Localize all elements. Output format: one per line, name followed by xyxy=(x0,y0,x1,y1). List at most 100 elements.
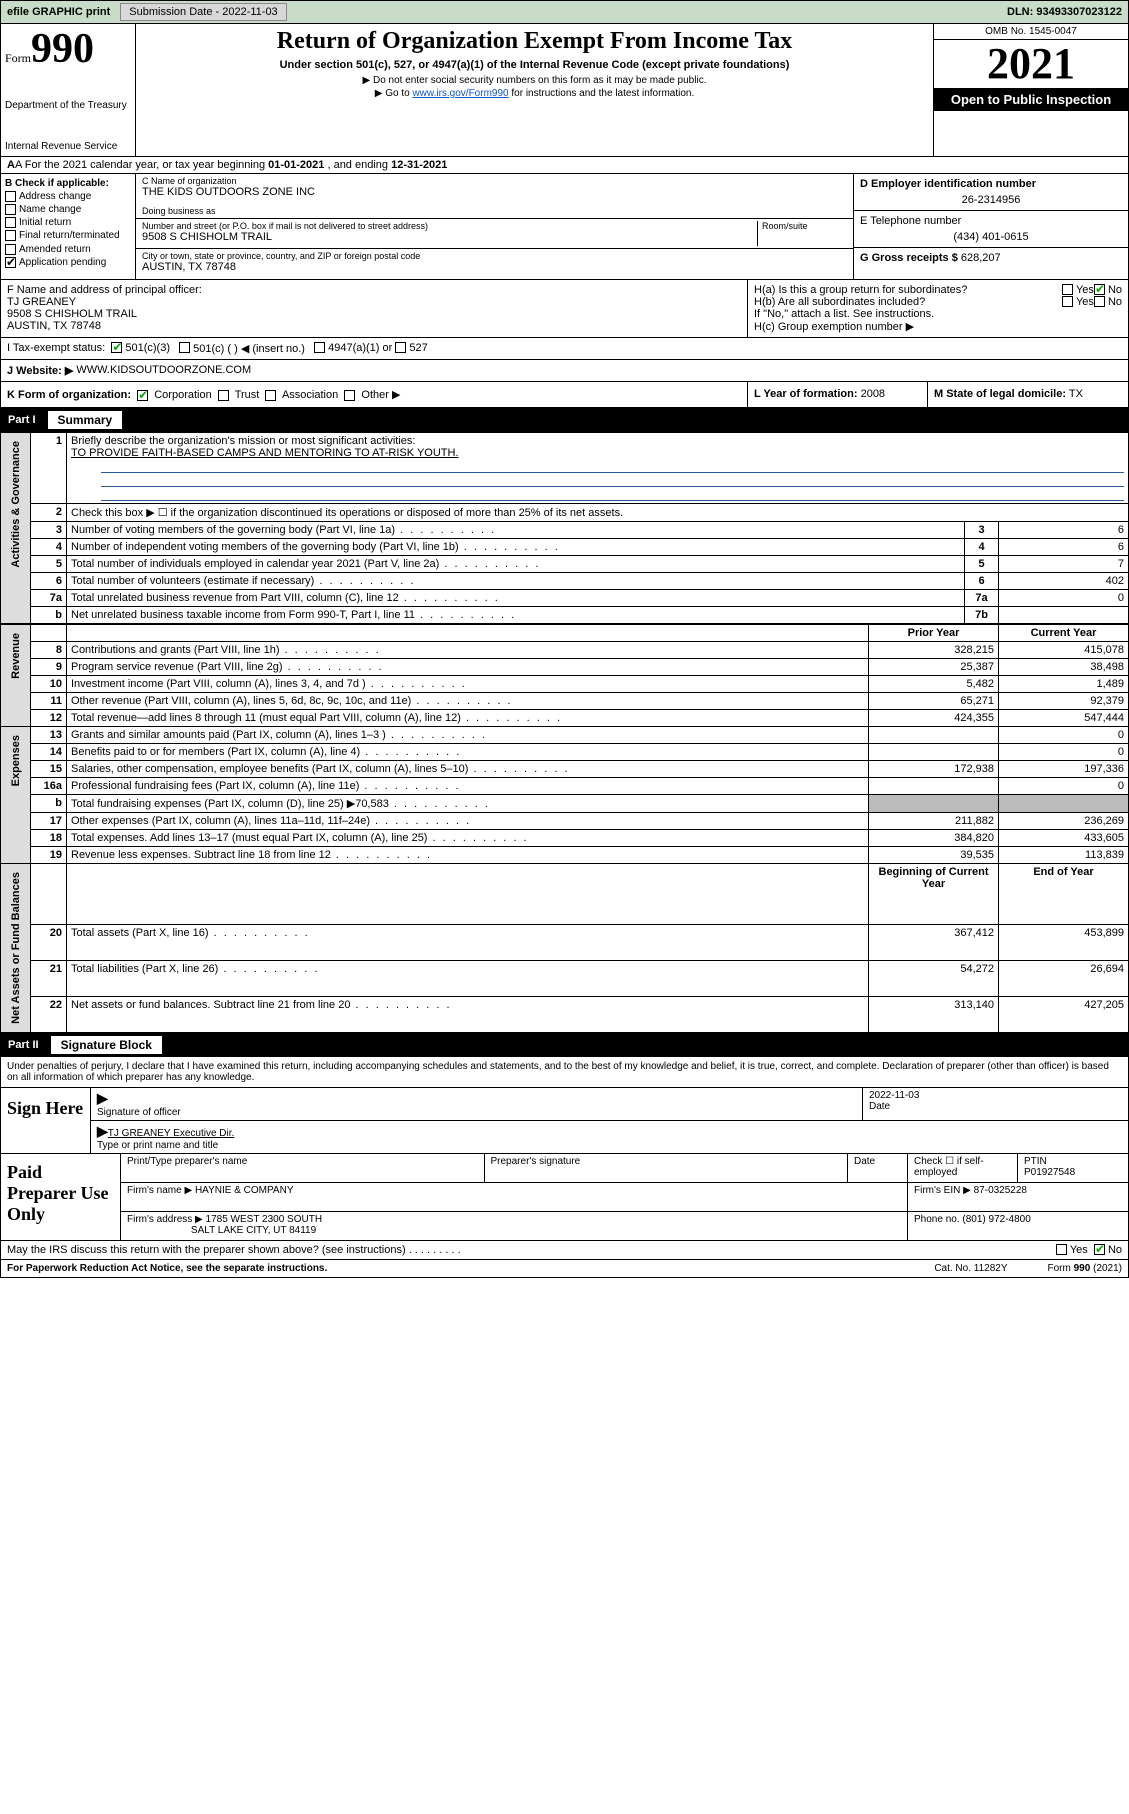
hc-lbl: H(c) Group exemption number ▶ xyxy=(754,320,1122,333)
chk-other[interactable] xyxy=(344,390,355,401)
chk-corp[interactable] xyxy=(137,390,148,401)
omb-number: OMB No. 1545-0047 xyxy=(934,24,1128,40)
ha-lbl: H(a) Is this a group return for subordin… xyxy=(754,284,1062,296)
title-box: Return of Organization Exempt From Incom… xyxy=(136,24,933,156)
row-a: AA For the 2021 calendar year, or tax ye… xyxy=(0,157,1129,174)
irs-link[interactable]: www.irs.gov/Form990 xyxy=(412,88,508,99)
hb-lbl: H(b) Are all subordinates included? xyxy=(754,296,1062,308)
row-i: I Tax-exempt status: 501(c)(3) 501(c) ( … xyxy=(0,338,1129,360)
vtab-exp: Expenses xyxy=(1,727,31,864)
website: WWW.KIDSOUTDOORZONE.COM xyxy=(76,364,251,377)
room-lbl: Room/suite xyxy=(762,221,847,231)
gross-val: 628,207 xyxy=(961,252,1001,264)
chk-527[interactable] xyxy=(395,342,406,353)
name-title-cell: ▶TJ GREANEY Executive Dir.Type or print … xyxy=(91,1121,1128,1153)
firm-ein-cell: Firm's EIN ▶ 87-0325228 xyxy=(908,1183,1128,1211)
q2: Check this box ▶ ☐ if the organization d… xyxy=(67,504,1129,522)
vtab-rev: Revenue xyxy=(1,625,31,727)
box-h: H(a) Is this a group return for subordin… xyxy=(748,280,1128,337)
irs-yes[interactable] xyxy=(1056,1244,1067,1255)
vtab-gov: Activities & Governance xyxy=(1,433,31,624)
prep-name-lbl: Print/Type preparer's name xyxy=(121,1154,485,1182)
submission-date-btn[interactable]: Submission Date - 2022-11-03 xyxy=(120,3,286,21)
signature-block: Under penalties of perjury, I declare th… xyxy=(0,1057,1129,1260)
chk-assoc[interactable] xyxy=(265,390,276,401)
firm-addr-cell: Firm's address ▶ 1785 WEST 2300 SOUTH SA… xyxy=(121,1212,908,1240)
irs-label: Internal Revenue Service xyxy=(5,141,131,152)
part2-header: Part II Signature Block xyxy=(0,1033,1129,1057)
return-subtitle: Under section 501(c), 527, or 4947(a)(1)… xyxy=(140,59,929,71)
box-c: C Name of organization THE KIDS OUTDOORS… xyxy=(136,174,853,279)
entity-grid: B Check if applicable: Address change Na… xyxy=(0,174,1129,280)
form-header-block: Form990 Department of the Treasury Inter… xyxy=(0,24,1129,157)
city-state-zip: AUSTIN, TX 78748 xyxy=(142,261,847,273)
street-addr: 9508 S CHISHOLM TRAIL xyxy=(142,231,757,243)
chk-trust[interactable] xyxy=(218,390,229,401)
ein-lbl: D Employer identification number xyxy=(860,178,1122,190)
chk-initial[interactable] xyxy=(5,217,16,228)
sig-intro: Under penalties of perjury, I declare th… xyxy=(1,1057,1128,1087)
year-box: OMB No. 1545-0047 2021 Open to Public In… xyxy=(933,24,1128,156)
part1-header: Part I Summary xyxy=(0,408,1129,432)
form-word: Form xyxy=(5,51,31,65)
chk-501c3[interactable] xyxy=(111,342,122,353)
prep-sig-lbl: Preparer's signature xyxy=(485,1154,849,1182)
mission: TO PROVIDE FAITH-BASED CAMPS AND MENTORI… xyxy=(71,447,459,459)
chk-pending[interactable] xyxy=(5,257,16,268)
org-name: THE KIDS OUTDOORS ZONE INC xyxy=(142,186,847,198)
phone-lbl: E Telephone number xyxy=(860,215,1122,227)
row-klm: K Form of organization: Corporation Trus… xyxy=(0,382,1129,408)
tax-year: 2021 xyxy=(934,40,1128,88)
sig-date-cell: 2022-11-03Date xyxy=(863,1088,1128,1120)
summary-table: Activities & Governance 1 Briefly descri… xyxy=(0,432,1129,624)
officer-city: AUSTIN, TX 78748 xyxy=(7,320,741,332)
chk-address[interactable] xyxy=(5,191,16,202)
fgh-row: F Name and address of principal officer:… xyxy=(0,280,1129,338)
hb-no[interactable] xyxy=(1094,296,1105,307)
dln-label: DLN: 93493307023122 xyxy=(1007,6,1128,18)
firm-phone-cell: Phone no. (801) 972-4800 xyxy=(908,1212,1128,1240)
box-f: F Name and address of principal officer:… xyxy=(1,280,748,337)
part1-num: Part I xyxy=(8,414,36,426)
ha-no[interactable] xyxy=(1094,284,1105,295)
box-l: L Year of formation: 2008 xyxy=(748,382,928,407)
q1: Briefly describe the organization's miss… xyxy=(71,435,415,447)
boxes-deg: D Employer identification number 26-2314… xyxy=(853,174,1128,279)
i-lbl: I Tax-exempt status: xyxy=(7,342,105,355)
chk-final[interactable] xyxy=(5,230,16,241)
part2-title: Signature Block xyxy=(51,1036,162,1054)
form-id-box: Form990 Department of the Treasury Inter… xyxy=(1,24,136,156)
sig-officer-cell: ▶Signature of officer xyxy=(91,1088,863,1120)
sign-here: Sign Here xyxy=(1,1088,91,1153)
box-k: K Form of organization: Corporation Trus… xyxy=(1,382,748,407)
ptin-cell: PTINP01927548 xyxy=(1018,1154,1128,1182)
row-j: J Website: ▶ WWW.KIDSOUTDOORZONE.COM xyxy=(0,360,1129,382)
hb-yes[interactable] xyxy=(1062,296,1073,307)
box-m: M State of legal domicile: TX xyxy=(928,382,1128,407)
page-footer: For Paperwork Reduction Act Notice, see … xyxy=(0,1260,1129,1278)
firm-name-cell: Firm's name ▶ HAYNIE & COMPANY xyxy=(121,1183,908,1211)
chk-501c[interactable] xyxy=(179,342,190,353)
efile-label: efile GRAPHIC print xyxy=(1,6,116,18)
goto-note: ▶ Go to www.irs.gov/Form990 for instruct… xyxy=(140,88,929,99)
ha-yes[interactable] xyxy=(1062,284,1073,295)
part2-num: Part II xyxy=(8,1039,39,1051)
chk-amended[interactable] xyxy=(5,244,16,255)
form-number: 990 xyxy=(31,26,94,72)
officer-name: TJ GREANEY xyxy=(7,296,741,308)
ssn-note: ▶ Do not enter social security numbers o… xyxy=(140,75,929,86)
cat-no: Cat. No. 11282Y xyxy=(934,1263,1007,1274)
part1-title: Summary xyxy=(48,411,123,429)
hb-note: If "No," attach a list. See instructions… xyxy=(754,308,1122,320)
chk-name[interactable] xyxy=(5,204,16,215)
open-public: Open to Public Inspection xyxy=(934,88,1128,111)
prep-date-lbl: Date xyxy=(848,1154,908,1182)
chk-4947[interactable] xyxy=(314,342,325,353)
vtab-net: Net Assets or Fund Balances xyxy=(1,864,31,1033)
return-title: Return of Organization Exempt From Incom… xyxy=(140,28,929,55)
box-b: B Check if applicable: Address change Na… xyxy=(1,174,136,279)
dept-treasury: Department of the Treasury xyxy=(5,100,131,111)
efile-header: efile GRAPHIC print Submission Date - 20… xyxy=(0,0,1129,24)
irs-no[interactable] xyxy=(1094,1244,1105,1255)
officer-lbl: F Name and address of principal officer: xyxy=(7,284,741,296)
